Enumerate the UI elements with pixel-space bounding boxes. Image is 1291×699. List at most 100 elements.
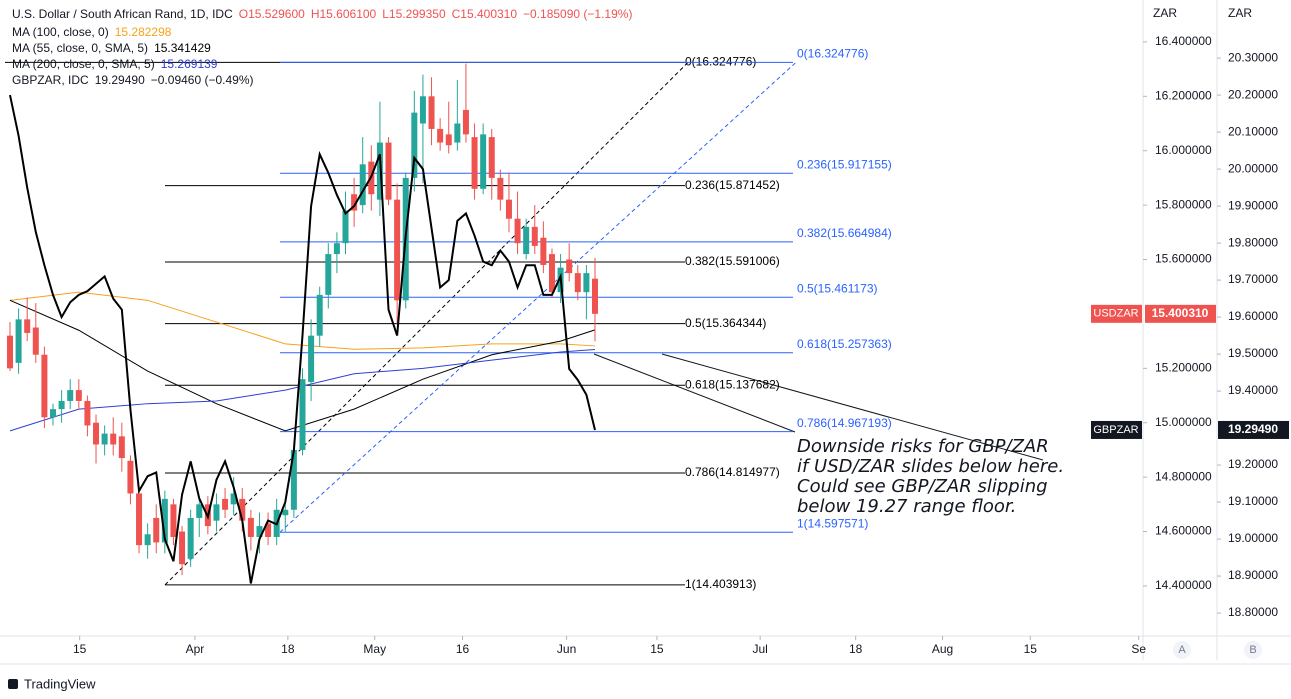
candle-body: [127, 460, 134, 494]
candle: [316, 286, 323, 347]
price-tag-name-bg: [1091, 304, 1142, 323]
logo-icon: [8, 679, 18, 689]
legend-text: 19.29490: [95, 73, 145, 87]
x-tick-label: Jul: [752, 642, 767, 656]
scale-button[interactable]: [1244, 641, 1262, 659]
candle: [583, 264, 590, 320]
candle-body: [290, 449, 297, 510]
legend-text: U.S. Dollar / South African Rand, 1D, ID…: [12, 7, 233, 21]
candle: [84, 395, 91, 437]
candle: [531, 205, 538, 255]
candle-body: [583, 273, 590, 293]
moving-average: [9, 349, 596, 432]
x-tick-label: 15: [1024, 642, 1038, 656]
x-tick-label: Aug: [932, 642, 953, 656]
candle: [359, 137, 366, 214]
candle-body: [282, 509, 289, 516]
y2-tick-label: 18.80000: [1228, 605, 1278, 619]
y-tick-label: 16.400000: [1155, 34, 1212, 48]
candle-body: [170, 504, 177, 537]
y-tick-label: 14.800000: [1155, 469, 1212, 483]
candle-body: [411, 112, 418, 178]
candle-body: [84, 400, 91, 426]
legend-text: MA (55, close, 0, SMA, 5): [12, 41, 148, 55]
x-tick-label: May: [363, 642, 386, 656]
candle: [15, 308, 22, 374]
candle: [101, 425, 108, 456]
price-tag-value-bg: [1145, 304, 1216, 323]
fib-level-label: 0.618(15.257363): [797, 337, 892, 351]
candle: [144, 523, 151, 559]
price-tag-name: GBPZAR: [1093, 424, 1138, 436]
legend-text: H15.606100: [311, 7, 377, 21]
candle-body: [540, 237, 547, 265]
plot-area: 0(16.324776) 0.236(15.871452) 0.382(15.591…: [5, 47, 892, 591]
y2-tick-label: 19.40000: [1228, 383, 1278, 397]
candle: [566, 243, 573, 282]
candle: [480, 123, 487, 195]
candle: [514, 191, 521, 255]
candle-body: [15, 319, 22, 363]
candle-body: [75, 390, 82, 401]
candle-body: [118, 436, 125, 459]
candle-body: [325, 254, 332, 295]
candle-body: [101, 433, 108, 445]
candle-body: [342, 210, 349, 244]
annotation-line: Downside risks for GBP/ZAR: [797, 436, 1049, 457]
legend-text: −0.185090 (−1.19%): [523, 7, 632, 21]
candle: [540, 221, 547, 274]
y2-axis-title: ZAR: [1228, 6, 1252, 20]
scale-button[interactable]: [1173, 641, 1191, 659]
y-tick-label: 15.800000: [1155, 197, 1212, 211]
candle: [428, 77, 435, 146]
candle: [110, 417, 117, 456]
annotation-line: if USD/ZAR slides below here.: [797, 456, 1064, 477]
scale-button-label[interactable]: A: [1178, 644, 1186, 656]
price-tag-value-bg: [1218, 420, 1289, 439]
candle-body: [136, 493, 143, 546]
candle-body: [247, 517, 254, 537]
candle-body: [419, 96, 426, 124]
candle: [342, 191, 349, 255]
candle: [6, 322, 13, 372]
y-tick-label: 14.400000: [1155, 578, 1212, 592]
fib-level-label: 0.786(14.814977): [685, 465, 780, 479]
annotation-line: below 19.27 range floor.: [797, 496, 1016, 517]
candle: [32, 303, 39, 363]
candle: [153, 504, 160, 554]
y2-tick-label: 20.20000: [1228, 87, 1278, 101]
fib-level-label: 1(14.403913): [685, 577, 756, 591]
candle-body: [462, 109, 469, 135]
candle-body: [144, 534, 151, 546]
fib-level-label: 0.618(15.137682): [685, 377, 780, 391]
scale-button-label[interactable]: B: [1249, 644, 1256, 656]
candle-body: [41, 354, 48, 418]
candle-body: [316, 294, 323, 336]
candle: [385, 137, 392, 206]
candle-body: [394, 199, 401, 301]
candle: [127, 455, 134, 505]
y-tick-label: 15.600000: [1155, 252, 1212, 266]
candle: [67, 379, 74, 410]
candle: [299, 368, 306, 456]
candle-body: [523, 226, 530, 255]
fib-trend-line: [164, 62, 689, 586]
price-tag-value: 19.29490: [1228, 422, 1278, 436]
y-tick-label: 16.000000: [1155, 143, 1212, 157]
candle-body: [256, 526, 263, 537]
candle-body: [591, 278, 598, 314]
y-tick-label: 16.200000: [1155, 88, 1212, 102]
candle: [50, 403, 57, 426]
candle-body: [67, 390, 74, 401]
candle-body: [50, 409, 57, 418]
candle: [351, 177, 358, 227]
fib-level-label: 0.5(15.461173): [797, 281, 878, 295]
candle-body: [454, 123, 461, 143]
candle: [394, 183, 401, 325]
candle-body: [58, 400, 65, 410]
legend-text: MA (100, close, 0): [12, 25, 109, 39]
candle: [58, 390, 65, 423]
legend-text: −0.09460 (−0.49%): [151, 73, 254, 87]
candle-body: [505, 199, 512, 219]
